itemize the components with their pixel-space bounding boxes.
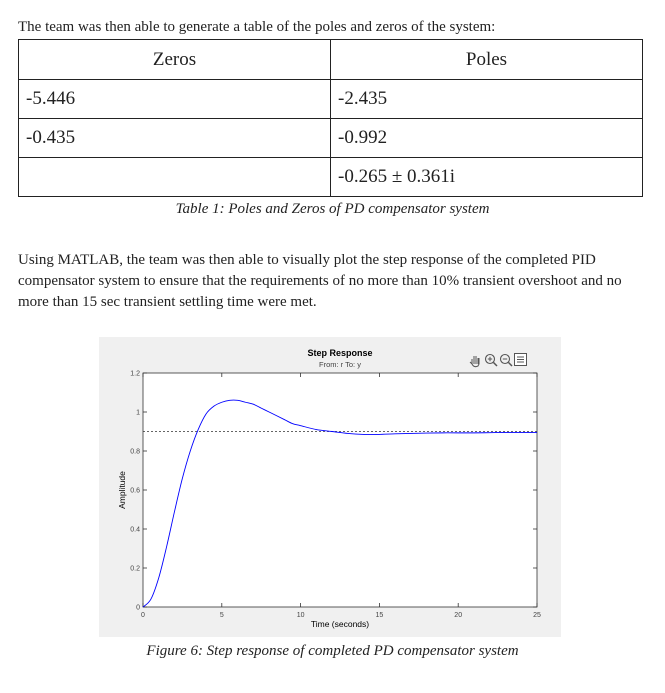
zero-cell: -0.435: [18, 118, 331, 158]
y-tick-label: 0.6: [130, 488, 140, 495]
x-tick-label: 0: [141, 612, 145, 619]
y-tick-label: 0.2: [130, 566, 140, 573]
x-axis-label: Time (seconds): [311, 619, 369, 629]
table-row: -0.435 -0.992: [18, 118, 643, 158]
y-tick-label: 1.2: [130, 371, 140, 378]
pole-cell: -0.992: [330, 118, 643, 158]
zoom-out-icon[interactable]: [499, 353, 513, 367]
chart-title: Step Response: [307, 348, 372, 358]
poles-zeros-table: Zeros Poles -5.446 -2.435 -0.435 -0.992 …: [18, 39, 643, 197]
body-paragraph: Using MATLAB, the team was then able to …: [18, 252, 622, 310]
intro-text: The team was then able to generate a tab…: [18, 19, 496, 35]
x-tick-label: 25: [533, 612, 541, 619]
figure-toolbar: [469, 353, 527, 368]
zero-cell: [18, 157, 331, 197]
zoom-in-icon[interactable]: [484, 353, 498, 367]
y-tick-label: 1: [136, 410, 140, 417]
poles-header: Poles: [330, 39, 643, 80]
x-tick-label: 15: [376, 612, 384, 619]
y-axis-label: Amplitude: [117, 471, 127, 509]
y-tick-label: 0.8: [130, 449, 140, 456]
zeros-header: Zeros: [18, 39, 331, 80]
plot-area: [142, 372, 538, 608]
figure-caption: Figure 6: Step response of completed PD …: [146, 643, 519, 659]
step-response-line: [142, 399, 537, 608]
table-row: -0.265 ± 0.361i: [18, 157, 643, 197]
x-tick-label: 10: [297, 612, 305, 619]
table-header-row: Zeros Poles: [18, 39, 643, 80]
table-caption: Table 1: Poles and Zeros of PD compensat…: [175, 201, 490, 217]
table-row: -5.446 -2.435: [18, 79, 643, 119]
pan-hand-icon[interactable]: [469, 356, 480, 368]
x-tick-label: 5: [220, 612, 224, 619]
chart-subtitle: From: r To: y: [319, 360, 361, 369]
y-tick-label: 0: [136, 605, 140, 612]
pole-cell: -2.435: [330, 79, 643, 119]
data-tips-icon[interactable]: [514, 353, 527, 366]
y-tick-label: 0.4: [130, 527, 140, 534]
step-response-chart: 0 5 10 15 20 25 0 0.2 0.4 0.6 0.8 1 1.2 Step Respons…: [117, 348, 541, 629]
zero-cell: -5.446: [18, 79, 331, 119]
x-tick-label: 20: [454, 612, 462, 619]
step-response-figure: 0 5 10 15 20 25 0 0.2 0.4 0.6 0.8 1 1.2 Step Respons…: [99, 337, 561, 637]
pole-cell: -0.265 ± 0.361i: [330, 157, 643, 197]
